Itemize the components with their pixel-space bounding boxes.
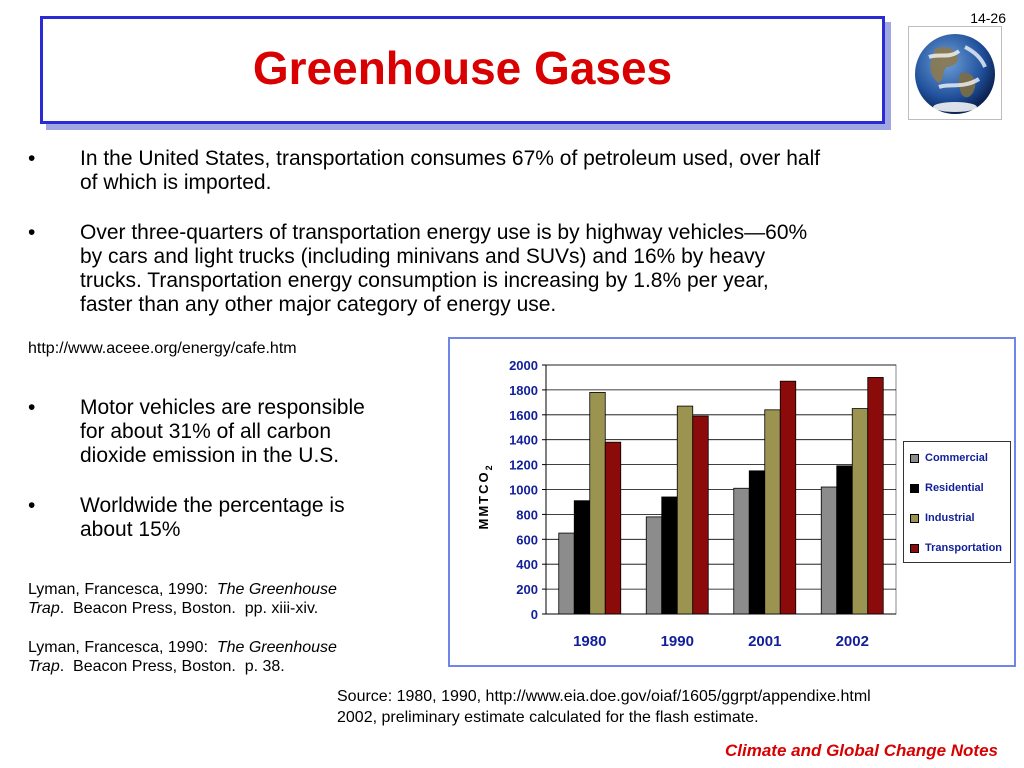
y-tick-label: 800	[516, 507, 538, 522]
y-tick-label: 2000	[509, 358, 538, 373]
y-axis-label: MMTCO2	[476, 463, 494, 529]
bar-transportation-1980	[604, 441, 622, 615]
citation-title: Trap	[28, 600, 60, 617]
legend-label: Transportation	[925, 542, 1003, 554]
x-tick-label: 1990	[661, 633, 694, 650]
y-tick-label: 1800	[509, 383, 538, 398]
legend-item-industrial: Industrial	[910, 512, 975, 524]
bar-transportation-2002	[867, 377, 884, 615]
x-tick-label: 2002	[836, 633, 869, 650]
legend-item-commercial: Commercial	[910, 452, 988, 464]
y-tick-label: 200	[516, 582, 538, 597]
bullet-motor-vehicles: • Motor vehicles are responsible for abo…	[28, 396, 438, 471]
footer-text: Climate and Global Change Notes	[725, 741, 998, 760]
citation-title: Trap	[28, 658, 60, 675]
legend-swatch	[910, 453, 919, 463]
bullet-line: Over three-quarters of transportation en…	[80, 221, 808, 244]
bullet-symbol: •	[28, 494, 36, 517]
bullet-line: faster than any other major category of …	[80, 293, 557, 316]
bar-industrial-2002	[851, 408, 869, 615]
bar-residential-1990	[661, 496, 678, 615]
bar-industrial-2001	[764, 409, 781, 615]
bullet-worldwide: • Worldwide the percentage is about 15%	[28, 494, 438, 544]
bullet-transport-petroleum: • In the United States, transportation c…	[28, 147, 1008, 197]
bullet-line: In the United States, transportation con…	[80, 147, 821, 170]
y-tick-label: 1600	[509, 408, 538, 423]
bullet-line: trucks. Transportation energy consumptio…	[80, 269, 769, 292]
legend-swatch	[910, 483, 919, 493]
bullet-line: Motor vehicles are responsible	[80, 396, 365, 419]
chart-legend: Commercial Residential Industrial Transp…	[903, 441, 1011, 563]
reference-citation: Lyman, Francesca, 1990: The Greenhouse T…	[28, 580, 428, 618]
bar-industrial-1990	[676, 405, 694, 615]
bar-commercial-1990	[645, 516, 663, 615]
citation-prefix: Lyman, Francesca, 1990:	[28, 581, 217, 598]
legend-item-residential: Residential	[910, 482, 984, 494]
x-tick-label: 1980	[573, 633, 606, 650]
x-tick-label: 2001	[748, 633, 781, 650]
y-tick-label: 1200	[509, 458, 538, 473]
bullet-line: for about 31% of all carbon	[80, 420, 331, 443]
source-note: Source: 1980, 1990, http://www.eia.doe.g…	[337, 686, 871, 728]
citation-suffix: . Beacon Press, Boston. pp. xiii-xiv.	[59, 600, 319, 617]
earth-icon	[915, 34, 995, 114]
y-tick-label: 600	[516, 532, 538, 547]
bar-commercial-2001	[733, 487, 750, 615]
slide-number: 14-26	[970, 10, 1006, 26]
bar-transportation-1990	[692, 415, 709, 615]
bullet-symbol: •	[28, 221, 36, 244]
bar-commercial-1980	[558, 532, 575, 615]
bar-industrial-1980	[589, 391, 606, 615]
legend-label: Commercial	[925, 452, 988, 464]
citation-suffix: . Beacon Press, Boston. p. 38.	[59, 658, 285, 675]
bullet-line: about 15%	[80, 518, 181, 541]
reference-url: http://www.aceee.org/energy/cafe.htm	[28, 340, 297, 357]
y-tick-label: 400	[516, 557, 538, 572]
citation-prefix: Lyman, Francesca, 1990:	[28, 639, 217, 656]
legend-item-transportation: Transportation	[910, 542, 1002, 554]
source-line: 2002, preliminary estimate calculated fo…	[337, 709, 759, 726]
bullet-line: Worldwide the percentage is	[80, 494, 345, 517]
page-title: Greenhouse Gases	[252, 42, 673, 94]
bar-residential-1980	[573, 500, 591, 615]
bullet-symbol: •	[28, 396, 36, 419]
bullet-line: of which is imported.	[80, 171, 272, 194]
bar-commercial-2002	[820, 486, 838, 615]
reference-citation: Lyman, Francesca, 1990: The Greenhouse T…	[28, 638, 428, 676]
citation-title: The Greenhouse	[216, 639, 337, 656]
title-box: Greenhouse Gases	[40, 16, 885, 124]
bullet-highway-vehicles: • Over three-quarters of transportation …	[28, 221, 1008, 321]
citation-title: The Greenhouse	[216, 581, 337, 598]
legend-label: Residential	[925, 482, 984, 494]
legend-swatch	[910, 513, 919, 523]
bar-chart: 0 200 400 600 800 1000 1200 1400 1600 1800 2000 MMT…	[476, 358, 897, 650]
legend-swatch	[910, 543, 919, 553]
bullet-symbol: •	[28, 147, 36, 170]
bullet-line: dioxide emission in the U.S.	[80, 444, 340, 467]
bar-transportation-2001	[779, 380, 797, 615]
source-line: Source: 1980, 1990, http://www.eia.doe.g…	[337, 688, 871, 705]
y-tick-label: 1000	[509, 483, 538, 498]
globe-image	[908, 26, 1002, 120]
bar-residential-2002	[836, 465, 853, 615]
bullet-line: by cars and light trucks (including mini…	[80, 245, 766, 268]
y-tick-label: 0	[531, 607, 538, 622]
bar-residential-2001	[748, 470, 766, 615]
y-tick-label: 1400	[509, 433, 538, 448]
legend-label: Industrial	[925, 512, 975, 524]
